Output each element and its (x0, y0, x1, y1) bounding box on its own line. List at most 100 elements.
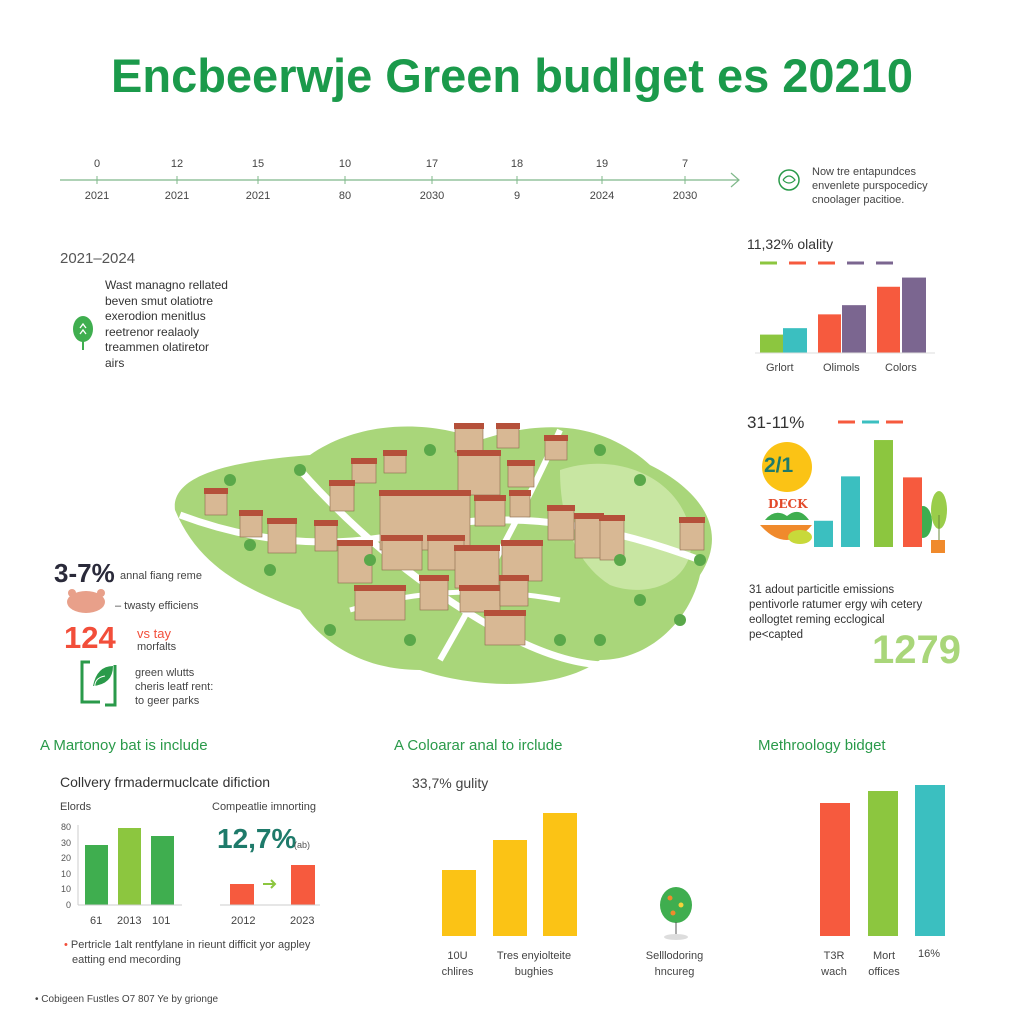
timeline-top-label: 19 (595, 158, 609, 170)
building (547, 509, 575, 541)
x-label: Colors (885, 362, 917, 374)
building (474, 499, 506, 527)
building-roof (484, 610, 526, 616)
text-line: cheris leatf rent: (135, 681, 214, 693)
building (599, 519, 625, 561)
tree (614, 554, 626, 566)
building (267, 522, 297, 554)
building-roof (457, 450, 501, 456)
building-roof (204, 488, 228, 494)
desc-line: pentivorle ratumer ergy wih cetery (749, 599, 923, 611)
desc-line: eollogtet reming ecclogical (749, 614, 885, 626)
arrow-right-icon (263, 879, 277, 889)
building (457, 454, 501, 496)
pig-icon (67, 589, 105, 613)
building-roof (454, 545, 500, 551)
bar (543, 813, 577, 936)
building-roof (496, 423, 520, 429)
note-line: cnoolager pacitioe. (812, 194, 905, 206)
y-tick-label: 30 (60, 837, 71, 848)
bar (442, 870, 476, 936)
building (314, 524, 338, 552)
x-label: 16% (917, 948, 941, 960)
tree (634, 594, 646, 606)
building (381, 539, 423, 571)
building-roof (679, 517, 705, 523)
tree (224, 474, 236, 486)
building-roof (419, 575, 449, 581)
bar (230, 884, 254, 905)
badge-word: DECK (768, 497, 808, 511)
building-roof (499, 575, 529, 581)
y-tick-label: 10 (60, 868, 71, 879)
y-tick-label: 10 (60, 884, 71, 894)
building (509, 494, 531, 518)
desc-line: beven smut olatiotre (105, 293, 214, 308)
desc-line: airs (105, 355, 125, 370)
recycle-leaf-icon (80, 660, 117, 707)
tree (594, 634, 606, 646)
section-heading-middle: A Coloarar anal to irclude (394, 737, 563, 754)
building (496, 427, 520, 449)
timeline-bottom-label: 2021 (245, 190, 271, 202)
building-roof (267, 518, 297, 524)
note-line: Pertricle 1alt rentfylane in rieunt diff… (70, 939, 311, 951)
building-roof (474, 495, 506, 501)
bar (820, 803, 850, 936)
chart-title-quality-middle: 33,7% gulity (412, 775, 489, 791)
bar (493, 840, 527, 936)
stat-count: 124 (64, 620, 116, 655)
importing-unit: (ab) (294, 840, 311, 850)
left-note: • Pertricle 1alt rentfylane in rieunt di… (64, 938, 310, 968)
building-roof (454, 423, 484, 429)
timeline-top-label: 17 (425, 158, 439, 170)
building-roof (427, 535, 465, 541)
chart-title-range: 31-11% (747, 413, 805, 432)
x-label: 10U chlires (441, 950, 474, 978)
x-label: 2012 (231, 915, 256, 927)
y-tick-label: 20 (60, 853, 71, 863)
sprout-icon (73, 316, 93, 350)
tree (324, 624, 336, 636)
desc-line: exerodion menitlus (105, 309, 206, 323)
bar (783, 328, 807, 353)
building (459, 589, 501, 613)
timeline-bottom-label: 2021 (164, 190, 190, 202)
building-roof (599, 515, 625, 521)
bar (291, 865, 315, 905)
building (419, 579, 449, 611)
tree (424, 444, 436, 456)
building-roof (501, 540, 543, 546)
green-parks-text: green wlutts cheris leatf rent: to geer … (135, 666, 213, 708)
building-roof (239, 510, 263, 516)
desc-line: Wast managno rellated (105, 278, 228, 292)
bar (818, 314, 841, 353)
desc-line: treammen olatiretor (105, 340, 210, 354)
desc-line: 31 adout particitle emissions (749, 584, 895, 596)
building-roof (544, 435, 568, 441)
tree (404, 634, 416, 646)
tree (364, 554, 376, 566)
city-map-illustration (174, 423, 712, 684)
building-roof (509, 490, 531, 496)
stat-percent-label: annal fiang reme (120, 570, 202, 582)
building (484, 614, 526, 646)
big-stat-value: 1279 (872, 628, 961, 672)
building-roof (329, 480, 355, 486)
building-roof (547, 505, 575, 511)
bar (874, 440, 893, 547)
x-label: 2013 (117, 915, 142, 927)
bar (151, 836, 174, 905)
building (383, 454, 407, 474)
building (679, 521, 705, 551)
bullet-icon: • (64, 939, 68, 951)
building-roof (354, 585, 406, 591)
building (204, 492, 228, 516)
bar (903, 477, 922, 547)
tree (554, 634, 566, 646)
building (544, 439, 568, 461)
badge-value: 2/1 (764, 454, 794, 477)
x-label: Grlort (766, 362, 794, 374)
building (329, 484, 355, 512)
desc-line: pe<capted (749, 629, 804, 641)
